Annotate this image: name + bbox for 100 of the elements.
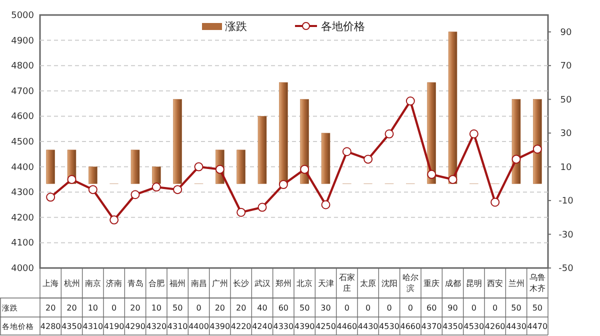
- y-tick-label: 4400: [11, 162, 34, 173]
- point: [384, 129, 394, 138]
- point: [364, 154, 373, 164]
- data-label: 60: [278, 304, 289, 312]
- data-label: 20: [214, 304, 226, 312]
- point: [194, 162, 204, 172]
- data-label: 50: [299, 304, 310, 312]
- data-label: 0: [196, 304, 202, 312]
- data-label: 4530: [379, 322, 400, 331]
- data-label: 4190: [104, 322, 124, 331]
- data-label: 4350: [62, 322, 82, 331]
- data-label: 30: [320, 304, 331, 312]
- bar: [130, 150, 140, 184]
- x-tick-label: 西安: [487, 279, 504, 288]
- y2-tick-label: -10: [558, 196, 574, 207]
- x-tick-label: 长沙: [233, 279, 250, 288]
- x-tick-label: 济南: [106, 279, 122, 288]
- point: [110, 215, 119, 224]
- data-label: 0: [408, 304, 413, 312]
- data-label: 10: [151, 304, 162, 312]
- data-label: 90: [448, 304, 458, 312]
- data-label: 4310: [82, 322, 104, 331]
- data-label: 4390: [210, 322, 230, 331]
- bar: [152, 166, 161, 184]
- y2-tick-label: -50: [558, 264, 574, 274]
- data-label: 0: [386, 304, 392, 312]
- bar: [258, 116, 267, 184]
- data-label: 4390: [294, 322, 315, 331]
- x-tick-label: 广州: [212, 279, 228, 288]
- point: [342, 147, 352, 156]
- y-tick-label: 4600: [11, 112, 34, 122]
- y-tick-label: 4000: [11, 264, 34, 274]
- data-label: 4660: [400, 322, 421, 331]
- x-tick-label: 乌鲁木齐: [529, 273, 546, 293]
- data-label: 4260: [484, 322, 506, 331]
- bar: [533, 99, 542, 184]
- data-label: 4530: [464, 322, 484, 331]
- x-tick-label: 重庆: [424, 279, 440, 288]
- data-label: 40: [257, 304, 268, 312]
- x-tick-label: 兰州: [508, 279, 524, 288]
- data-label: 4400: [188, 322, 209, 331]
- point: [236, 208, 246, 217]
- data-label: 4430: [506, 322, 526, 331]
- data-label: 0: [471, 304, 476, 312]
- data-label: 4430: [358, 322, 378, 331]
- x-tick-label: 武汉: [254, 279, 270, 288]
- point: [46, 192, 56, 202]
- data-label: 4220: [230, 322, 252, 331]
- x-tick-label: 天津: [318, 279, 334, 288]
- point: [448, 174, 458, 184]
- y2-tick-label: 50: [560, 95, 572, 106]
- data-label: 4370: [421, 322, 442, 331]
- x-tick-label: 上海: [42, 279, 59, 288]
- data-label: 4470: [527, 322, 548, 331]
- point: [173, 185, 182, 194]
- data-label: 20: [236, 304, 246, 312]
- x-tick-label: 太原: [360, 279, 376, 288]
- point: [130, 190, 140, 200]
- bar: [448, 32, 458, 184]
- data-label: 4320: [146, 322, 167, 331]
- y-tick-label: 4900: [11, 36, 34, 46]
- x-tick-label: 哈尔滨: [402, 273, 418, 293]
- point: [406, 96, 415, 106]
- data-label: 0: [344, 304, 350, 312]
- point: [469, 129, 478, 138]
- y2-tick-label: 70: [560, 62, 572, 72]
- bar: [236, 150, 246, 184]
- y2-tick-label: 30: [560, 129, 572, 140]
- y2-tick-label: 10: [560, 162, 572, 173]
- point: [152, 182, 161, 192]
- data-label: 50: [532, 304, 543, 312]
- data-label: 0: [112, 304, 117, 312]
- x-tick-label: 郑州: [275, 279, 292, 288]
- point: [258, 202, 267, 212]
- y-tick-label: 5000: [11, 11, 34, 21]
- point: [321, 200, 330, 210]
- data-label: 0: [492, 304, 498, 312]
- x-tick-label: 沈阳: [381, 279, 398, 288]
- x-tick-label: 南昌: [190, 279, 207, 288]
- data-label: 60: [426, 304, 437, 312]
- x-tick-label: 石家庄: [338, 273, 355, 293]
- x-tick-label: 南京: [84, 279, 101, 288]
- x-tick-label: 青岛: [127, 279, 144, 288]
- data-label: 50: [511, 304, 522, 312]
- x-tick-label: 昆明: [466, 279, 482, 288]
- data-label: 20: [130, 304, 140, 312]
- data-label: 4280: [40, 322, 61, 331]
- data-label: 10: [88, 304, 98, 312]
- point: [532, 144, 542, 154]
- bar: [173, 99, 182, 184]
- data-label: 20: [45, 304, 56, 312]
- data-label: 0: [366, 304, 371, 312]
- point: [278, 180, 288, 190]
- data-label: 4350: [442, 322, 463, 331]
- y-tick-label: 4800: [11, 62, 34, 72]
- x-tick-label: 杭州: [62, 279, 80, 288]
- data-label: 20: [66, 304, 77, 312]
- bar: [46, 150, 55, 184]
- point: [215, 164, 224, 174]
- y-tick-label: 4100: [11, 238, 34, 249]
